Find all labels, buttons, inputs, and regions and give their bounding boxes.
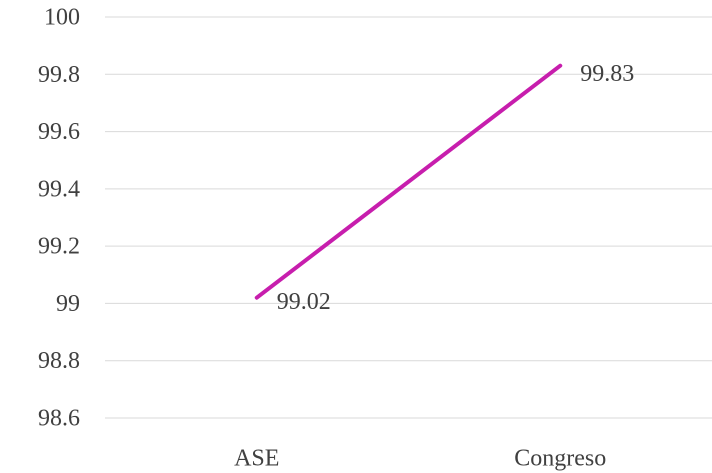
y-tick-label: 99.8	[38, 62, 80, 88]
y-tick-label: 99.2	[38, 234, 80, 260]
data-label: 99.02	[277, 289, 331, 315]
y-tick-label: 99.6	[38, 119, 80, 145]
data-label: 99.83	[580, 61, 634, 87]
y-tick-label: 100	[44, 5, 80, 31]
y-tick-label: 99.4	[38, 176, 80, 202]
line-series	[254, 63, 563, 300]
y-tick-label: 98.6	[38, 406, 80, 432]
x-tick-label: Congreso	[514, 446, 606, 472]
y-tick-label: 99	[56, 291, 80, 317]
y-tick-label: 98.8	[38, 348, 80, 374]
x-tick-label: ASE	[234, 446, 279, 472]
